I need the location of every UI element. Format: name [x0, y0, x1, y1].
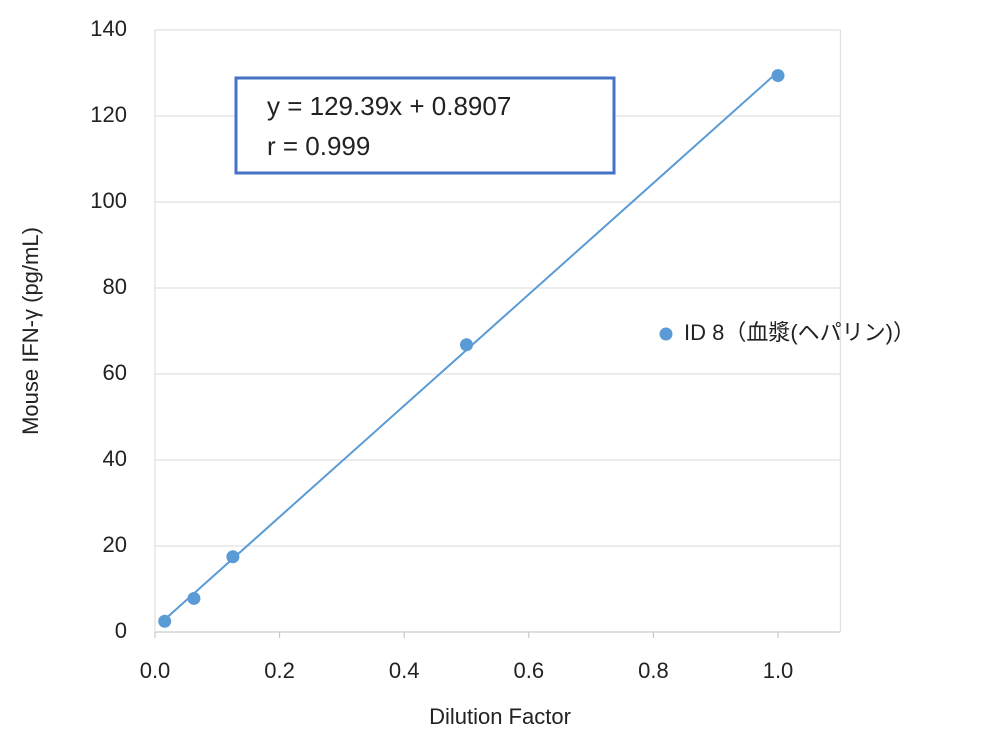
y-tick-label: 100 — [90, 188, 127, 213]
point — [460, 338, 473, 352]
annotation-text: r = 0.999 — [267, 131, 370, 161]
annotation-box — [234, 76, 616, 175]
y-axis-title: Mouse IFN-γ (pg/mL) — [18, 227, 43, 435]
x-tick-label: 0.0 — [140, 658, 171, 683]
annotation-text: y = 129.39x + 0.8907 — [267, 91, 511, 121]
x-tick-label: 0.4 — [389, 658, 420, 683]
legend-marker — [659, 327, 673, 341]
point — [187, 591, 201, 605]
x-axis-title: Dilution Factor — [429, 704, 571, 729]
point — [771, 69, 785, 83]
point — [226, 550, 240, 564]
y-tick-label: 20 — [103, 532, 127, 557]
y-tick-label: 0 — [115, 618, 127, 643]
y-tick-label: 40 — [103, 446, 127, 471]
y-tick-label: 80 — [103, 274, 127, 299]
point — [158, 614, 172, 628]
x-tick-label: 1.0 — [763, 658, 794, 683]
x-tick-label: 0.6 — [514, 658, 545, 683]
y-tick-label: 120 — [90, 102, 127, 127]
x-tick-label: 0.8 — [638, 658, 669, 683]
legend-label: ID 8（血漿(ヘパリン)） — [684, 320, 915, 345]
y-tick-label: 60 — [103, 360, 127, 385]
x-tick-label: 0.2 — [264, 658, 295, 683]
y-tick-label: 140 — [90, 16, 127, 41]
